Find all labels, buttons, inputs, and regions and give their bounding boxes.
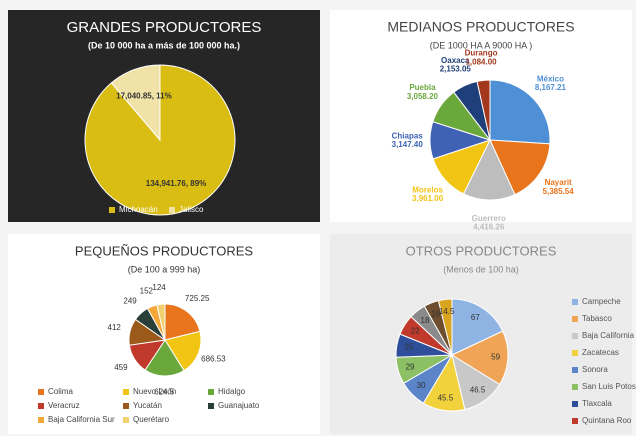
legend-label: Tlaxcala	[582, 399, 612, 408]
legend-swatch	[572, 367, 578, 373]
pie-slice	[489, 79, 551, 145]
data-label: Morelos 3,961.00	[412, 186, 444, 204]
legend-label: Colima	[48, 387, 73, 396]
data-label: 14.5	[439, 307, 455, 316]
data-label: 459	[114, 363, 128, 372]
legend-swatch	[123, 403, 129, 409]
pie-slice	[437, 298, 453, 356]
chart-title: PEQUEÑOS PRODUCTORES	[75, 243, 254, 258]
pie-slice	[110, 64, 161, 142]
chart-title: MEDIANOS PRODUCTORES	[387, 19, 574, 35]
chart-subtitle: (Menos de 100 ha)	[443, 264, 519, 274]
legend-label: Querétaro	[133, 415, 170, 424]
data-label: 46.5	[470, 386, 486, 395]
data-label: 25	[405, 343, 414, 352]
data-label: 725.25	[185, 294, 210, 303]
data-label: 67	[471, 313, 480, 322]
data-label: 45.5	[438, 393, 454, 402]
chart-title: GRANDES PRODUCTORES	[67, 19, 262, 36]
data-label: 17,040.85, 11%	[116, 91, 172, 100]
legend-swatch	[38, 403, 44, 409]
legend-label: Veracruz	[48, 401, 80, 410]
legend-swatch	[208, 389, 214, 395]
data-label: Nayarit 5,385.54	[543, 178, 575, 196]
legend-label: Zacatecas	[582, 348, 619, 357]
legend-label: Tabasco	[582, 314, 612, 323]
pie-slice	[156, 303, 166, 341]
data-label: 16	[431, 310, 440, 319]
chart-subtitle: (DE 1000 HA A 9000 HA )	[430, 40, 533, 50]
chart-title: OTROS PRODUCTORES	[406, 243, 557, 258]
legend-swatch	[123, 389, 129, 395]
data-label: 152	[140, 286, 154, 295]
pie-slice	[164, 303, 201, 341]
data-label: Durango 1,084.00	[465, 49, 498, 67]
data-label: Puebla 3,058.20	[407, 83, 439, 101]
data-label: 124	[152, 283, 166, 292]
legend-swatch	[109, 207, 115, 213]
legend-swatch	[169, 207, 175, 213]
legend-label: Guanajuato	[218, 401, 260, 410]
data-label: 686.53	[201, 355, 226, 364]
legend-label: Baja California Sur	[48, 415, 115, 424]
legend-label: San Luis Potosí	[582, 382, 636, 391]
legend-swatch	[572, 316, 578, 322]
data-label: Chiapas 3,147.40	[392, 132, 424, 150]
pie-slice	[164, 330, 202, 372]
legend-label: Campeche	[582, 297, 621, 306]
legend-label: Baja California	[582, 331, 635, 340]
pie-slice	[489, 139, 551, 196]
legend-swatch	[572, 418, 578, 424]
legend-label: Sonora	[582, 365, 608, 374]
legend-swatch	[38, 417, 44, 423]
pie-slice	[451, 298, 504, 356]
data-label: 22	[411, 327, 420, 336]
data-label: 624.5	[154, 387, 175, 396]
legend-swatch	[123, 417, 129, 423]
data-label: Oaxaca 2,153.05	[440, 56, 472, 74]
legend-label: Jalisco	[179, 205, 204, 214]
chart-subtitle: (De 100 a 999 ha)	[128, 264, 201, 274]
data-label: 59	[491, 353, 500, 362]
legend-swatch	[572, 333, 578, 339]
legend-swatch	[572, 401, 578, 407]
legend-label: Nuevo León	[133, 387, 176, 396]
legend-swatch	[572, 299, 578, 305]
legend-swatch	[572, 350, 578, 356]
data-label: México 8,167.21	[535, 74, 567, 92]
legend-swatch	[572, 384, 578, 390]
legend-label: Hidalgo	[218, 387, 246, 396]
data-label: 412	[108, 323, 122, 332]
data-label: Guerrero 4,416.26	[472, 214, 506, 232]
pie-slice	[462, 138, 516, 201]
pie-slice	[476, 79, 491, 141]
data-label: 134,941.76, 89%	[146, 179, 207, 188]
data-label: 249	[123, 296, 137, 305]
legend-swatch	[38, 389, 44, 395]
legend-label: Quintana Roo	[582, 416, 632, 425]
legend-label: Michoacán	[119, 205, 158, 214]
pie-slice	[144, 339, 185, 377]
chart-subtitle: (De 10 000 ha a más de 100 000 ha.)	[88, 40, 240, 50]
data-label: 29	[406, 362, 415, 371]
data-label: 30	[417, 381, 426, 390]
pie-slice	[450, 330, 509, 386]
legend-swatch	[208, 403, 214, 409]
data-label: 18	[421, 316, 430, 325]
legend-label: Yucatán	[133, 401, 162, 410]
